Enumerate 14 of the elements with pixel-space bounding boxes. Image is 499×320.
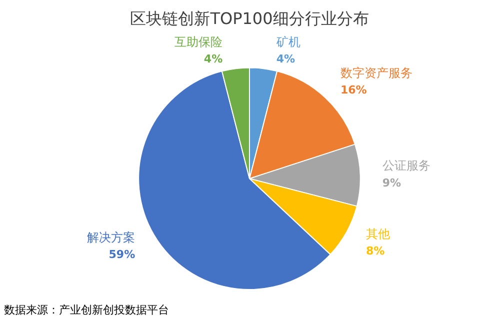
data-label: 59% xyxy=(108,248,136,262)
slice-label: 解决方案 xyxy=(87,230,136,244)
slice-label: 互助保险 xyxy=(174,34,223,49)
data-label: 9% xyxy=(382,176,402,190)
data-label: 4% xyxy=(276,52,296,66)
data-label: 4% xyxy=(204,52,223,66)
slice-label: 其他 xyxy=(366,226,390,241)
source-note: 数据来源：产业创新创投数据平台 xyxy=(4,303,169,316)
slice-label: 公证服务 xyxy=(382,158,430,173)
data-label: 8% xyxy=(366,244,385,258)
data-label: 16% xyxy=(340,84,367,97)
slice-label: 矿机 xyxy=(275,34,300,49)
chart-title: 区块链创新TOP100细分行业分布 xyxy=(130,8,369,28)
slice-label: 数字资产服务 xyxy=(340,66,412,80)
